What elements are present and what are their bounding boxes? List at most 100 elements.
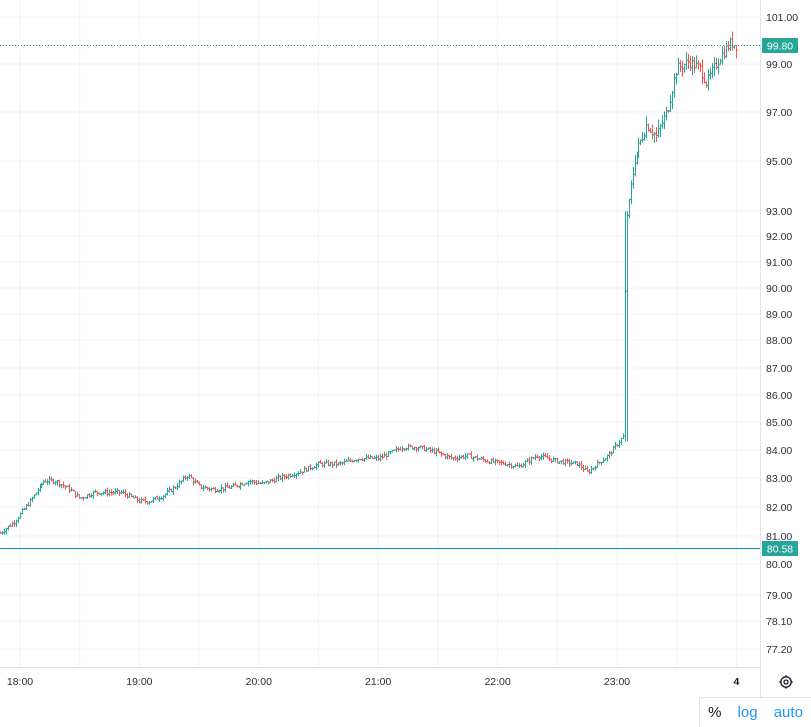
ohlc-bar <box>618 439 621 448</box>
ohlc-bar <box>705 81 708 88</box>
price-tick-label: 95.00 <box>766 156 792 168</box>
price-tick-label: 84.00 <box>766 445 792 457</box>
ohlc-bar <box>510 463 513 469</box>
ohlc-bar <box>275 475 278 483</box>
percent-scale-toggle[interactable]: % <box>708 704 722 721</box>
ohlc-bar <box>695 55 698 69</box>
ohlc-bar <box>307 465 310 472</box>
ohlc-bar <box>689 55 692 72</box>
price-lines <box>0 45 760 549</box>
price-tick-label: 83.00 <box>766 473 792 485</box>
ohlc-bar <box>466 453 469 459</box>
ohlc-bar <box>582 464 585 473</box>
price-tick-label: 85.00 <box>766 417 792 429</box>
ohlc-bar <box>476 454 479 462</box>
ohlc-bar <box>669 94 672 113</box>
ohlc-bar <box>152 496 155 504</box>
price-tick-label: 101.00 <box>766 12 798 24</box>
ohlc-bar <box>303 466 306 473</box>
time-tick-label: 23:00 <box>604 676 630 688</box>
ohlc-bar <box>446 453 449 460</box>
ohlc-bar <box>269 478 272 484</box>
ohlc-bar <box>333 461 336 467</box>
last-price-tag <box>762 38 798 53</box>
ohlc-bar <box>417 446 420 452</box>
ohlc-bar <box>375 454 378 461</box>
ohlc-bar <box>723 46 726 60</box>
chart-settings-button[interactable] <box>760 667 811 697</box>
ohlc-bar <box>50 476 53 482</box>
ohlc-bar <box>222 487 225 493</box>
last-price-label: 99.80 <box>767 41 793 53</box>
ohlc-bar <box>624 211 627 442</box>
ohlc-bars <box>0 31 738 535</box>
price-tick-label: 80.00 <box>766 559 792 571</box>
ohlc-bar <box>11 521 14 527</box>
ohlc-bar <box>82 496 85 501</box>
price-tick-label: 78.10 <box>766 616 792 628</box>
price-axis[interactable]: 101.00 99.00 97.00 95.00 93.00 92.00 91.00 90.0… <box>766 12 798 656</box>
price-tick-label: 90.00 <box>766 283 792 295</box>
ohlc-bar <box>707 69 710 91</box>
price-tick-label: 88.00 <box>766 335 792 347</box>
ohlc-bar <box>673 73 676 98</box>
ohlc-bar <box>325 459 328 464</box>
ohlc-bar <box>251 479 254 484</box>
ohlc-bar <box>448 455 451 460</box>
ohlc-bar <box>104 488 107 495</box>
ohlc-bar <box>144 496 147 504</box>
ohlc-bar <box>628 198 631 219</box>
ohlc-bar <box>444 453 447 460</box>
ohlc-bar <box>578 461 581 468</box>
ohlc-bar <box>679 60 682 72</box>
ohlc-bar <box>343 458 346 466</box>
ohlc-bar <box>21 507 24 515</box>
reference-price-tag <box>762 541 798 556</box>
ohlc-bar <box>703 72 706 84</box>
ohlc-bar <box>106 487 109 497</box>
ohlc-bar <box>289 473 292 478</box>
ohlc-bar <box>182 475 185 483</box>
log-scale-toggle[interactable]: log <box>737 704 758 721</box>
ohlc-bar <box>140 497 143 504</box>
ohlc-bar <box>124 489 127 497</box>
ohlc-bar <box>379 453 382 462</box>
price-tick-label: 82.00 <box>766 502 792 514</box>
price-tick-label: 79.00 <box>766 590 792 602</box>
ohlc-bar <box>299 469 302 474</box>
ohlc-bar <box>450 453 453 460</box>
ohlc-bar <box>584 465 587 471</box>
ohlc-bar <box>224 482 227 493</box>
price-tick-label: 92.00 <box>766 231 792 243</box>
price-tick-label: 87.00 <box>766 363 792 375</box>
ohlc-bar <box>470 451 473 460</box>
ohlc-bar <box>671 91 674 110</box>
time-axis[interactable]: 18:00 19:00 20:00 21:00 22:00 23:00 4 <box>7 676 740 688</box>
ohlc-bar <box>632 166 635 189</box>
ohlc-bar <box>230 485 233 490</box>
ohlc-bar <box>74 490 77 499</box>
price-tick-label: 77.20 <box>766 644 792 656</box>
ohlc-bar <box>683 63 686 73</box>
ohlc-bar <box>58 479 61 488</box>
reference-price-label: 80.58 <box>767 544 793 556</box>
auto-scale-toggle[interactable]: auto <box>773 704 803 721</box>
ohlc-bar <box>42 480 45 486</box>
ohlc-bar <box>214 487 217 494</box>
ohlc-bar <box>128 491 131 498</box>
ohlc-bar <box>542 452 545 460</box>
ohlc-bar <box>226 482 229 488</box>
ohlc-bar <box>148 500 151 505</box>
ohlc-bar <box>725 41 728 58</box>
ohlc-bar <box>727 41 730 52</box>
ohlc-bar <box>166 487 169 496</box>
ohlc-bar <box>546 453 549 459</box>
ohlc-bar <box>568 458 571 468</box>
ohlc-bar <box>361 457 364 462</box>
ohlc-bar <box>634 155 637 177</box>
ohlc-bar <box>494 458 497 466</box>
ohlc-bar <box>580 460 583 470</box>
ohlc-bar <box>594 465 597 471</box>
